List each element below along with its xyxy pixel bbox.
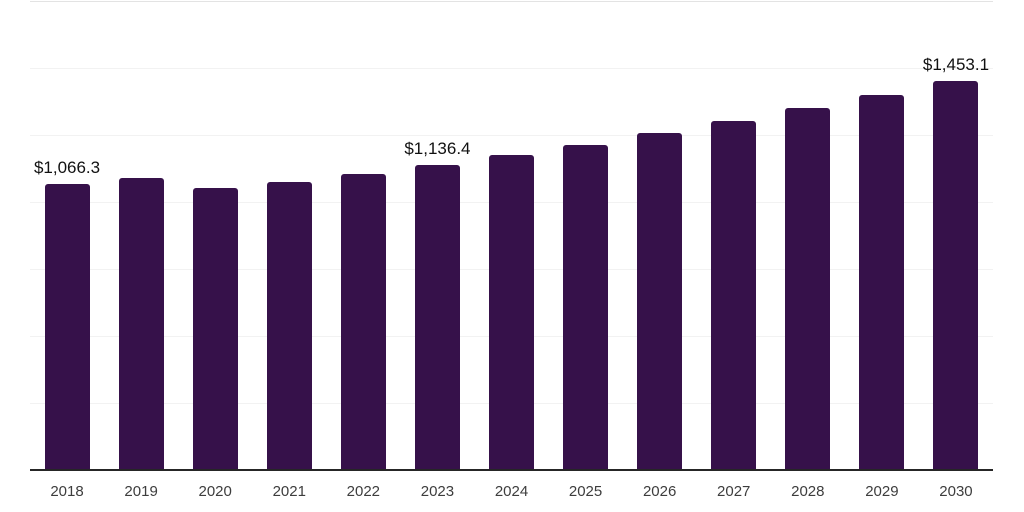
bar-2028: [785, 107, 831, 469]
bar-2029: [859, 95, 905, 469]
data-label-2030: $1,453.1: [922, 54, 990, 74]
x-tick-2026: 2026: [642, 483, 677, 500]
x-tick-2030: 2030: [939, 483, 973, 500]
x-tick-2024: 2024: [494, 483, 529, 500]
bar-2025: [563, 144, 609, 469]
bar-2020: [192, 188, 238, 469]
bar-2021: [266, 181, 312, 469]
data-label-2023: $1,136.4: [404, 139, 471, 159]
gridline: [30, 135, 993, 136]
x-tick-2029: 2029: [865, 483, 899, 500]
x-tick-2023: 2023: [420, 483, 455, 500]
x-tick-2028: 2028: [791, 483, 825, 500]
bar-2018: [44, 184, 90, 469]
bar-2024: [489, 155, 534, 469]
x-tick-2019: 2019: [124, 483, 158, 500]
bar-2026: [637, 132, 683, 469]
bar-2027: [711, 121, 757, 469]
bar-2019: [118, 178, 164, 469]
gridline: [30, 1, 993, 2]
x-tick-2022: 2022: [346, 483, 381, 500]
bar-2022: [340, 174, 386, 469]
plot-area: $1,066.3 $1,136.4 $1,453.1: [30, 0, 993, 471]
x-tick-2025: 2025: [568, 483, 603, 500]
bar-2023: [414, 165, 460, 469]
gridline: [30, 68, 993, 69]
x-tick-2027: 2027: [717, 483, 751, 500]
bar-2030: [933, 80, 979, 469]
x-tick-2021: 2021: [272, 483, 306, 500]
x-tick-2018: 2018: [50, 483, 84, 500]
x-tick-2020: 2020: [198, 483, 232, 500]
data-label-2018: $1,066.3: [33, 158, 101, 178]
x-axis-line: [30, 469, 993, 471]
